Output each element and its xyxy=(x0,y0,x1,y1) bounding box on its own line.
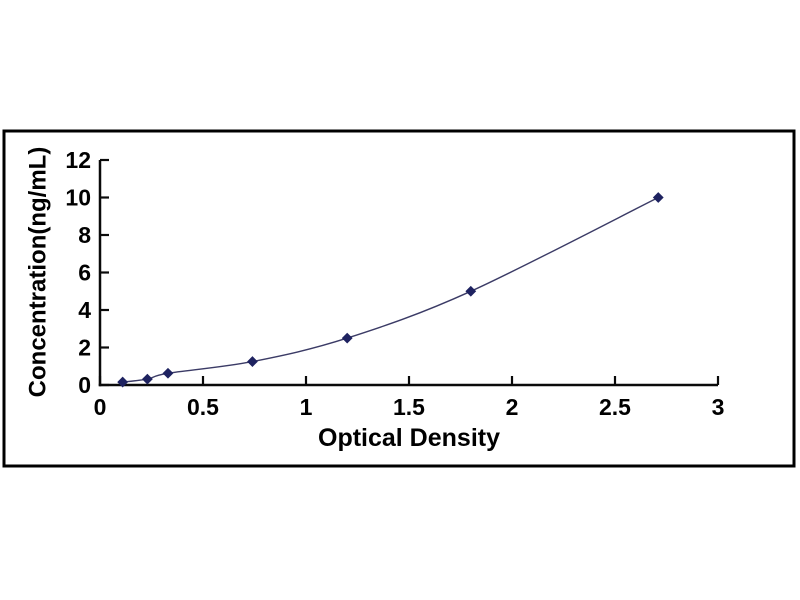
x-axis-title: Optical Density xyxy=(318,424,500,452)
data-point-marker xyxy=(141,373,153,385)
y-tick-label: 4 xyxy=(78,297,91,323)
x-tick-labels: 0 0.5 1 1.5 2 2.5 3 xyxy=(94,394,725,420)
data-point-marker xyxy=(162,367,174,379)
y-tick-marks xyxy=(100,158,109,387)
x-tick-label: 0 xyxy=(94,394,107,420)
x-tick-label: 3 xyxy=(712,394,725,420)
y-tick-label: 6 xyxy=(78,260,91,286)
x-tick-label: 2.5 xyxy=(599,394,631,420)
data-point-marker xyxy=(652,192,664,203)
data-point-marker xyxy=(117,376,129,388)
y-tick-label: 10 xyxy=(65,185,91,211)
x-tick-label: 2 xyxy=(506,394,519,420)
series-markers xyxy=(117,192,664,388)
data-point-marker xyxy=(341,332,353,344)
chart-frame xyxy=(2,129,796,468)
x-tick-marks xyxy=(98,376,720,385)
data-point-marker xyxy=(465,285,477,297)
y-tick-label: 0 xyxy=(78,372,91,398)
x-tick-label: 1 xyxy=(300,394,313,420)
x-tick-label: 0.5 xyxy=(187,394,219,420)
y-tick-label: 8 xyxy=(78,222,91,248)
y-tick-labels: 0 2 4 6 8 10 12 xyxy=(65,147,91,398)
y-tick-label: 12 xyxy=(65,147,91,173)
x-tick-label: 1.5 xyxy=(393,394,425,420)
data-point-marker xyxy=(247,356,258,367)
y-tick-label: 2 xyxy=(78,335,91,361)
y-axis-title: Concentration(ng/mL) xyxy=(25,147,52,398)
